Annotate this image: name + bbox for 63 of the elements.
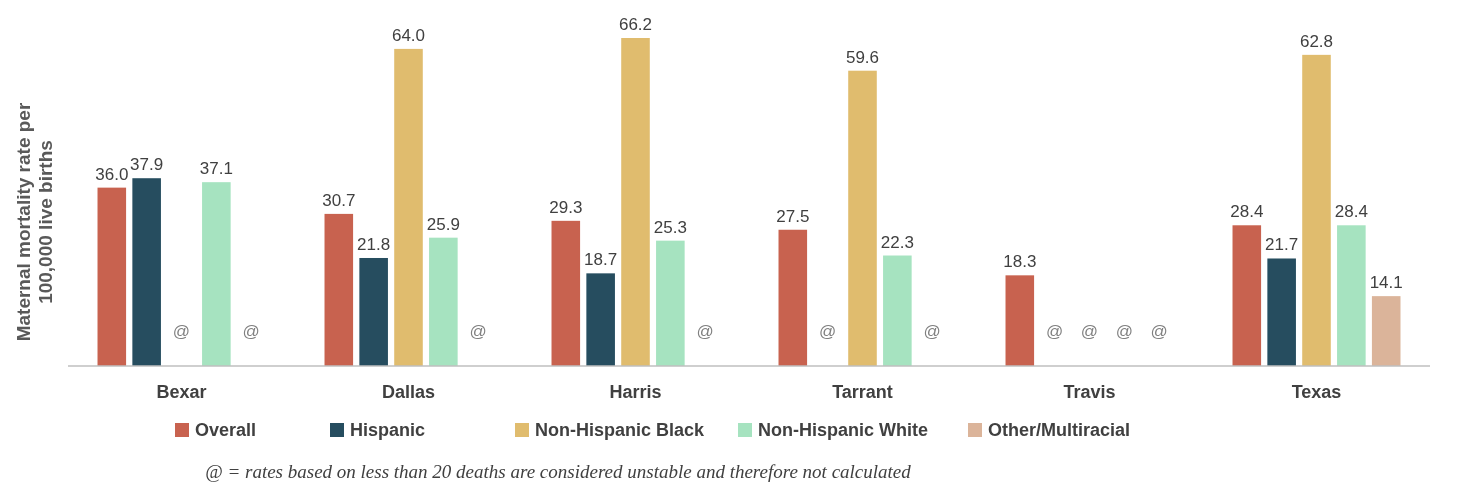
bar [202,182,231,366]
legend-label: Hispanic [350,420,426,440]
data-label: 18.7 [584,250,618,270]
x-tick-label: Harris [609,382,662,402]
data-label: 30.7 [322,190,356,210]
bar [883,255,912,366]
bar [1232,225,1262,366]
bar [848,70,877,366]
text: @ [242,322,260,341]
data-label: 27.5 [776,206,810,226]
legend-label: Non-Hispanic Black [535,420,706,440]
text: @ [1150,322,1168,341]
text: @ [172,322,191,341]
text: @ [469,322,487,341]
text: @ [1115,322,1133,341]
data-label: 64.0 [391,25,426,45]
data-label: 62.8 [1299,31,1334,51]
text: @ [696,322,714,341]
bar [1005,275,1035,366]
data-label: 37.9 [130,155,164,175]
bar [1302,54,1331,366]
text: @ [923,322,941,341]
data-label: 36.0 [95,164,129,184]
bar [97,187,127,366]
data-label: 21.8 [357,234,391,254]
y-axis-title: Maternal mortality rate per 100,000 live births [13,102,56,342]
data-label: 66.2 [618,15,653,34]
bar [429,237,458,366]
data-label: 28.4 [1230,202,1264,222]
data-label: 28.4 [1334,202,1368,222]
legend-label: Overall [195,420,257,440]
x-tick-label: Bexar [156,382,207,402]
data-label: 59.6 [845,47,880,67]
bar [621,38,650,366]
data-label: 14.1 [1369,273,1403,293]
legend-label: Non-Hispanic White [758,420,928,440]
bar [1337,225,1366,366]
bar [359,257,388,366]
bar [551,220,581,366]
data-label: 25.9 [426,214,460,234]
bar [656,240,685,366]
x-tick-label: Dallas [381,382,436,402]
data-label: 25.3 [653,217,687,237]
bar [586,273,615,366]
bar [394,48,423,366]
text: @ [819,322,837,341]
text: @ = rates based on less than 20 deaths are considered unstable and therefore not calculated [205,461,912,482]
data-label: 18.3 [1003,252,1037,272]
bar [1371,296,1401,366]
text: @ [1046,322,1064,341]
bar [324,213,354,366]
text: @ [1080,322,1099,341]
x-tick-label: Travis [1063,382,1116,402]
legend-label: Other/Multiracial [988,420,1131,440]
bar [1267,258,1296,366]
bar [132,178,161,366]
bar [778,229,808,366]
data-label: 21.7 [1265,235,1299,255]
x-tick-label: Texas [1291,382,1342,402]
x-tick-label: Tarrant [832,382,893,402]
data-label: 37.1 [199,159,233,179]
data-label: 22.3 [880,232,914,252]
data-label: 29.3 [549,197,583,217]
